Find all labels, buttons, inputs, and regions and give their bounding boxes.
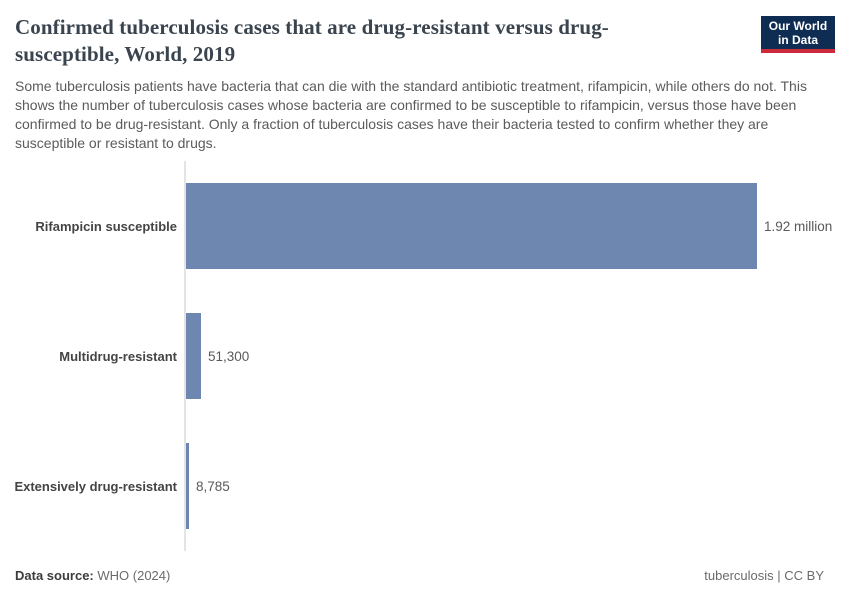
- chart-rows: Rifampicin susceptible 1.92 million Multid…: [0, 161, 850, 551]
- data-source-label: Data source:: [15, 568, 94, 583]
- bar-extensively-drug-resistant[interactable]: [186, 443, 189, 529]
- category-label: Multidrug-resistant: [59, 348, 177, 364]
- data-source-value: WHO (2024): [97, 568, 171, 583]
- chart-row: Rifampicin susceptible 1.92 million: [0, 161, 850, 291]
- value-label: 51,300: [208, 348, 250, 364]
- bar-multidrug-resistant[interactable]: [186, 313, 201, 399]
- value-label: 1.92 million: [764, 218, 833, 234]
- y-axis-line: [184, 161, 186, 551]
- bar-rifampicin-susceptible[interactable]: [186, 183, 757, 269]
- owid-logo-line1: Our World: [768, 18, 828, 33]
- chart-row: Extensively drug-resistant 8,785: [0, 421, 850, 551]
- chart-footer: Data source: WHO (2024) tuberculosis | C…: [0, 551, 850, 600]
- category-label: Rifampicin susceptible: [35, 218, 177, 234]
- plot-area: 8,785: [185, 443, 850, 529]
- page-title: Confirmed tuberculosis cases that are dr…: [15, 15, 609, 66]
- owid-logo[interactable]: Our World in Data: [761, 16, 835, 53]
- license-credit[interactable]: tuberculosis | CC BY: [704, 568, 824, 583]
- chart-subtitle: Some tuberculosis patients have bacteria…: [15, 78, 807, 151]
- category-label: Extensively drug-resistant: [14, 478, 177, 494]
- chart-row: Multidrug-resistant 51,300: [0, 291, 850, 421]
- data-source: Data source: WHO (2024): [15, 568, 170, 583]
- plot-area: 1.92 million: [185, 183, 850, 269]
- value-label: 8,785: [196, 478, 230, 494]
- bar-chart: Rifampicin susceptible 1.92 million Multid…: [0, 161, 850, 551]
- plot-area: 51,300: [185, 313, 850, 399]
- chart-header: Confirmed tuberculosis cases that are dr…: [0, 0, 850, 153]
- owid-logo-line2: in Data: [777, 32, 818, 47]
